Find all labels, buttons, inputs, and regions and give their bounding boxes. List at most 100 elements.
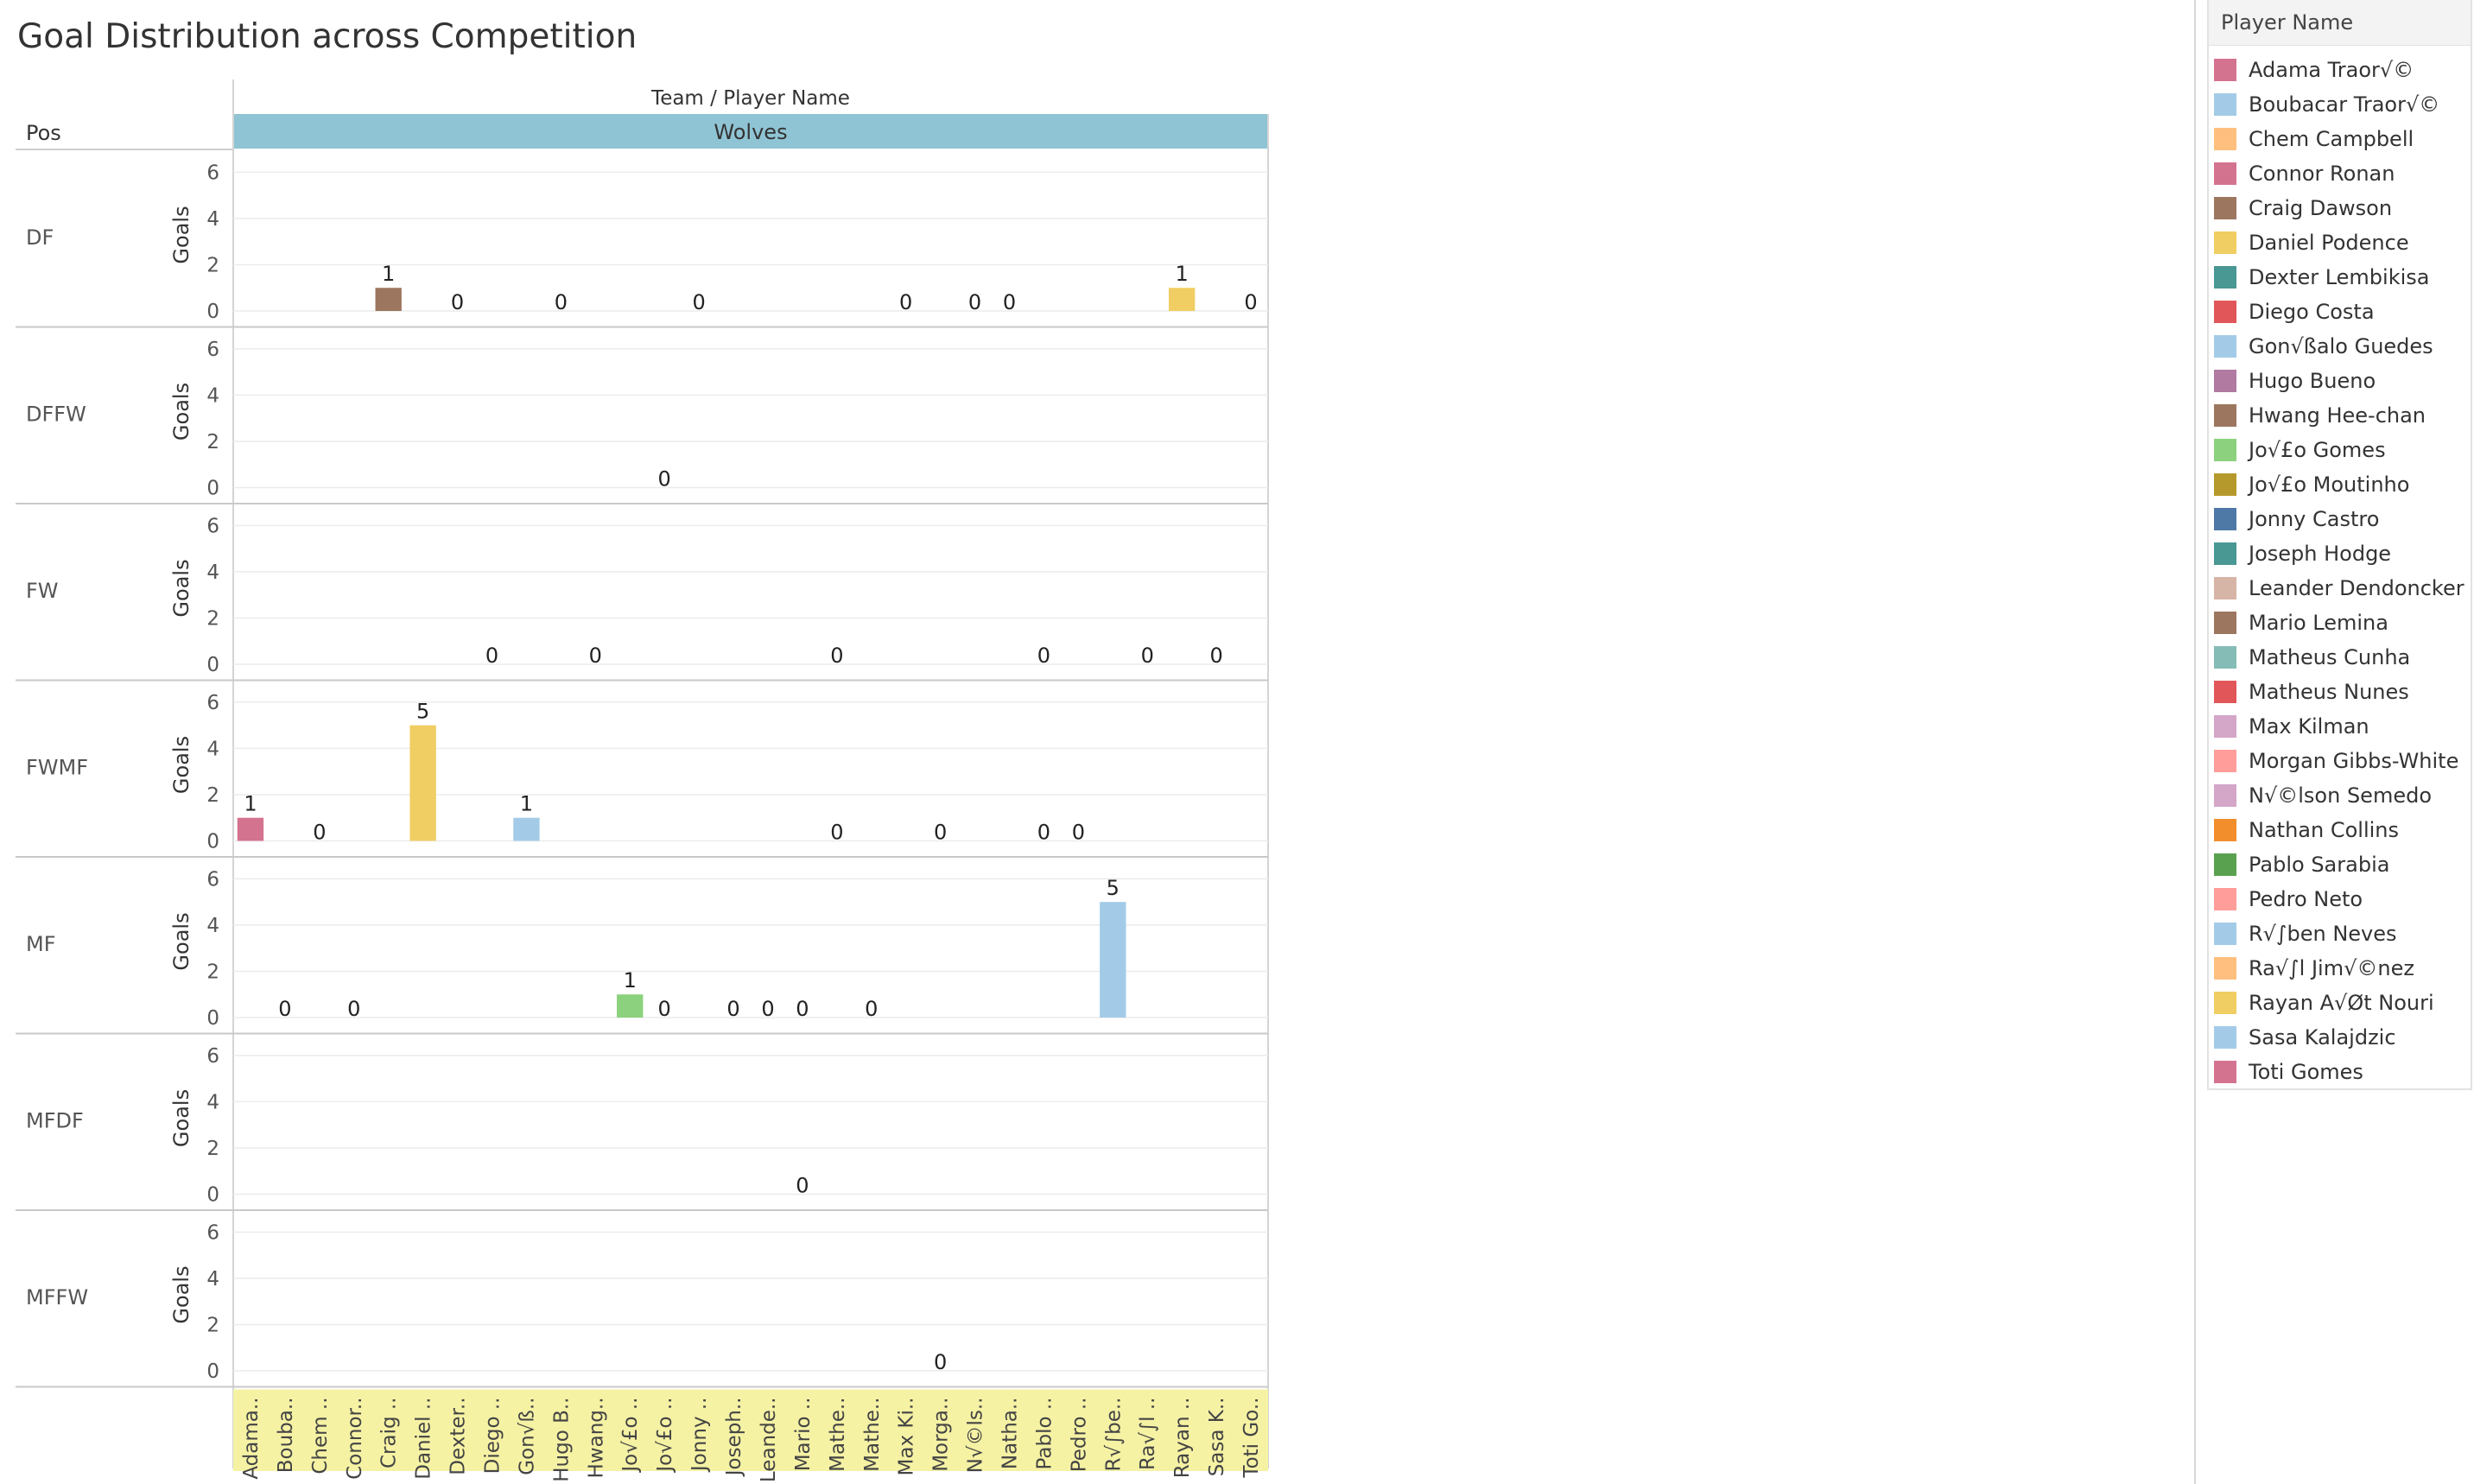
y-tick-label: 2	[206, 1314, 219, 1336]
legend-label: Hwang Hee-chan	[2249, 403, 2426, 428]
legend-panel: Player Name Adama Traor√© Boubacar Traor√…	[2207, 0, 2472, 1090]
data-label: 0	[278, 997, 291, 1021]
legend-item[interactable]: Matheus Cunha	[2209, 640, 2471, 675]
y-tick-label: 2	[206, 431, 219, 453]
legend-swatch	[2214, 784, 2236, 807]
y-tick-label: 0	[206, 301, 219, 323]
legend-label: Matheus Cunha	[2249, 645, 2411, 669]
y-axis-title: Goals	[169, 912, 193, 970]
legend-swatch	[2214, 819, 2236, 841]
data-label: 0	[1072, 821, 1085, 845]
legend-item[interactable]: Dexter Lembikisa	[2209, 260, 2471, 295]
legend-swatch	[2214, 128, 2236, 150]
x-tick-label: Diego ..	[482, 1398, 504, 1474]
x-tick-label: Chem ..	[309, 1398, 332, 1474]
x-tick-label: Mathe..	[861, 1398, 884, 1472]
legend-item[interactable]: Pedro Neto	[2209, 882, 2471, 916]
legend-item[interactable]: Mario Lemina	[2209, 606, 2471, 640]
legend-item[interactable]: Joseph Hodge	[2209, 536, 2471, 571]
legend-label: Rayan A√Øt Nouri	[2249, 991, 2434, 1015]
row-label: DF	[26, 225, 54, 250]
x-tick-label: Rayan ..	[1171, 1398, 1194, 1479]
legend-item[interactable]: Leander Dendoncker	[2209, 571, 2471, 606]
y-tick-label: 2	[206, 254, 219, 276]
legend-item[interactable]: Adama Traor√©	[2209, 53, 2471, 87]
legend-label: Craig Dawson	[2249, 196, 2393, 220]
legend-label: Leander Dendoncker	[2249, 576, 2464, 600]
legend-item[interactable]: Toti Gomes	[2209, 1055, 2471, 1089]
data-label: 0	[726, 997, 739, 1021]
data-label: 0	[555, 290, 568, 314]
y-axis-title: Goals	[169, 206, 193, 263]
legend-item[interactable]: Connor Ronan	[2209, 156, 2471, 191]
data-label: 0	[485, 644, 498, 668]
legend-swatch	[2214, 162, 2236, 185]
x-tick-label: Gon√ß..	[516, 1398, 538, 1475]
legend-swatch	[2214, 508, 2236, 530]
legend-item[interactable]: Ra√∫l Jim√©nez	[2209, 951, 2471, 986]
legend-label: Jonny Castro	[2249, 507, 2380, 531]
goal-distribution-chart: Pos Team / Player Name Wolves DF Goals 0 2 4 6 DF…	[16, 79, 1269, 1482]
y-tick-label: 6	[206, 868, 219, 891]
bar	[1100, 902, 1126, 1018]
legend-item[interactable]: Morgan Gibbs-White	[2209, 744, 2471, 778]
row-label: FW	[26, 579, 59, 603]
legend-item[interactable]: Nathan Collins	[2209, 813, 2471, 847]
x-tick-label: Mario ..	[792, 1398, 815, 1472]
legend-label: Nathan Collins	[2249, 818, 2399, 842]
legend-item[interactable]: Jo√£o Moutinho	[2209, 467, 2471, 502]
legend-item[interactable]: Jo√£o Gomes	[2209, 433, 2471, 467]
legend-item[interactable]: Rayan A√Øt Nouri	[2209, 986, 2471, 1020]
legend-label: R√∫ben Neves	[2249, 922, 2397, 946]
legend-item[interactable]: Gon√ßalo Guedes	[2209, 329, 2471, 364]
x-tick-label: Jo√£o ..	[654, 1398, 676, 1474]
x-tick-label: Dexter..	[447, 1398, 470, 1475]
data-label: 0	[830, 644, 843, 668]
legend-item[interactable]: Sasa Kalajdzic	[2209, 1020, 2471, 1055]
y-tick-label: 6	[206, 1221, 219, 1244]
row-label: DFFW	[26, 403, 86, 427]
legend-label: Gon√ßalo Guedes	[2249, 334, 2433, 358]
legend-swatch	[2214, 473, 2236, 496]
x-tick-label: Max Ki..	[896, 1398, 918, 1476]
legend-item[interactable]: Pablo Sarabia	[2209, 847, 2471, 882]
legend-swatch	[2214, 335, 2236, 358]
data-label: 0	[796, 1174, 809, 1198]
bar	[1168, 288, 1196, 311]
data-label: 5	[1107, 876, 1120, 900]
y-tick-label: 6	[206, 692, 219, 714]
data-label: 0	[1037, 821, 1050, 845]
data-label: 0	[1141, 644, 1154, 668]
legend-item[interactable]: Max Kilman	[2209, 709, 2471, 744]
data-label: 0	[313, 821, 326, 845]
bar	[237, 817, 264, 841]
y-axis-title: Goals	[169, 1089, 193, 1147]
y-axis-title: Goals	[169, 736, 193, 794]
y-tick-label: 4	[206, 738, 219, 760]
x-tick-label: Toti Go..	[1240, 1398, 1263, 1479]
legend-item[interactable]: Daniel Podence	[2209, 225, 2471, 260]
legend-item[interactable]: Boubacar Traor√©	[2209, 87, 2471, 122]
data-label: 0	[692, 290, 705, 314]
legend-item[interactable]: Hugo Bueno	[2209, 364, 2471, 398]
team-label: Wolves	[714, 120, 787, 144]
legend-swatch	[2214, 439, 2236, 461]
legend-item[interactable]: Jonny Castro	[2209, 502, 2471, 536]
legend-swatch	[2214, 93, 2236, 116]
legend-label: Sasa Kalajdzic	[2249, 1025, 2396, 1050]
legend-item[interactable]: N√©lson Semedo	[2209, 778, 2471, 813]
data-label: 0	[658, 997, 671, 1021]
y-tick-label: 2	[206, 607, 219, 630]
legend-item[interactable]: Hwang Hee-chan	[2209, 398, 2471, 433]
legend-swatch	[2214, 577, 2236, 599]
legend-item[interactable]: Craig Dawson	[2209, 191, 2471, 225]
legend-item[interactable]: Chem Campbell	[2209, 122, 2471, 156]
data-label: 0	[761, 997, 774, 1021]
legend-item[interactable]: R√∫ben Neves	[2209, 916, 2471, 951]
legend-swatch	[2214, 888, 2236, 910]
x-tick-label: Connor..	[344, 1398, 366, 1480]
legend-label: Boubacar Traor√©	[2249, 92, 2440, 117]
x-tick-label: Morga..	[930, 1398, 953, 1472]
legend-item[interactable]: Diego Costa	[2209, 295, 2471, 329]
legend-item[interactable]: Matheus Nunes	[2209, 675, 2471, 709]
